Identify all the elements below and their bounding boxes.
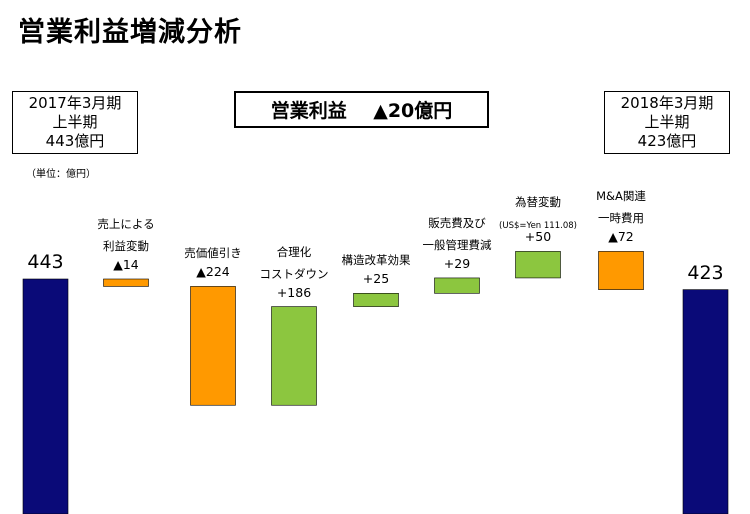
step-value-label-1: ▲14: [113, 257, 139, 272]
end-period-box: 2018年3月期 上半期 423億円: [604, 91, 730, 154]
step-bar-2: [190, 286, 236, 406]
step-category-label-2-1: 売価値引き: [184, 246, 242, 261]
summary-value: ▲20億円: [373, 100, 453, 122]
step-value-label-5: +29: [443, 255, 471, 271]
step-value-label-2: ▲224: [196, 264, 230, 280]
page-title: 営業利益増減分析: [18, 17, 242, 48]
step-sub-label-6: (US$=Yen 111.08): [499, 213, 577, 235]
summary-label: 営業利益: [270, 100, 347, 122]
step-category-label-5-1: 販売費及び: [428, 215, 486, 230]
end-period-year: 2018年3月期: [620, 94, 714, 112]
step-category-label-4-1: 構造改革効果: [341, 253, 411, 268]
step-category-label-6-1: 為替変動: [515, 195, 561, 210]
start-period-value: 443億円: [45, 132, 105, 150]
step-bar-3: [271, 306, 317, 406]
step-sub-label-text-6: (US$=Yen 111.08): [499, 221, 577, 232]
start-total-bar: [22, 278, 69, 514]
step-category-label-5-2: 一般管理費減: [422, 237, 492, 252]
step-category-label-1-1: 売上による: [97, 217, 155, 231]
step-bar-4: [353, 293, 399, 307]
step-bar-1: [103, 278, 149, 287]
step-value-label-6: +50: [524, 229, 552, 245]
operating-profit-summary: 営業利益 ▲20億円: [234, 91, 489, 128]
step-value-label-3: +186: [276, 284, 312, 300]
unit-note: （単位：億円）: [26, 169, 96, 180]
step-category-label-1-2: 利益変動: [103, 239, 149, 253]
step-value-label-4: +25: [362, 271, 390, 287]
step-category-label-3-1: 合理化: [276, 244, 312, 259]
start-period-box: 2017年3月期 上半期 443億円: [12, 91, 138, 154]
end-total-label: 423: [687, 261, 724, 284]
start-total-label: 443: [27, 251, 64, 273]
start-period-half: 上半期: [52, 113, 98, 131]
step-bar-6: [515, 251, 561, 279]
end-period-half: 上半期: [644, 113, 690, 131]
end-total-bar: [682, 289, 729, 514]
start-period-year: 2017年3月期: [28, 94, 122, 112]
step-bar-7: [598, 251, 644, 290]
step-category-label-7-1: M&A関連: [596, 189, 646, 204]
step-value-label-7: ▲72: [608, 229, 634, 245]
step-bar-5: [434, 277, 480, 294]
end-period-value: 423億円: [637, 132, 697, 150]
step-category-label-3-2: コストダウン: [259, 266, 329, 281]
step-category-label-7-2: 一時費用: [598, 211, 644, 226]
